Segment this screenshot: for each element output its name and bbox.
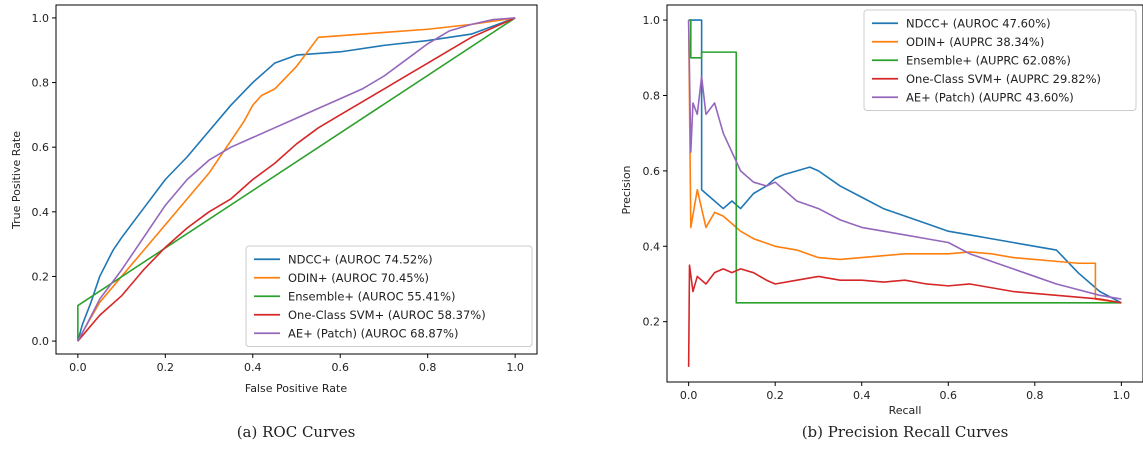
roc-y-tick-label: 0.8	[32, 77, 50, 90]
roc-chart: 0.0 0.2 0.4 0.6 0.8 1.0 0.0 0.2 0.4 0.6 0.8 1.0 Fa…	[10, 4, 538, 441]
roc-y-tick-label: 0.6	[32, 141, 50, 154]
roc-legend-entry: AE+ (Patch) (AUROC 68.87%)	[288, 326, 458, 340]
pr-x-tick-label: 0.2	[766, 389, 784, 402]
pr-chart: 0.0 0.2 0.4 0.6 0.8 1.0 0.2 0.4 0.6 0.8 1.0 Recal…	[620, 4, 1143, 441]
roc-x-tick-label: 0.0	[69, 361, 87, 374]
roc-caption: (a) ROC Curves	[237, 423, 356, 441]
roc-y-tick-label: 0.0	[32, 335, 50, 348]
pr-x-tick-label: 0.4	[853, 389, 871, 402]
pr-legend-entry: ODIN+ (AUPRC 38.34%)	[906, 35, 1044, 49]
roc-x-tick-label: 0.4	[244, 361, 262, 374]
roc-legend-entry: Ensemble+ (AUROC 55.41%)	[288, 289, 456, 303]
roc-y-tick-label: 0.2	[32, 270, 50, 283]
roc-series-line-3	[77, 17, 516, 342]
pr-y-tick-label: 0.6	[643, 165, 661, 178]
pr-series-line-0	[688, 19, 1122, 304]
pr-caption: (b) Precision Recall Curves	[802, 423, 1009, 441]
roc-plot-frame	[55, 4, 538, 355]
pr-y-tick-label: 0.4	[643, 240, 661, 253]
roc-y-tick-label: 1.0	[32, 12, 50, 25]
pr-legend-entry: Ensemble+ (AUPRC 62.08%)	[906, 53, 1071, 67]
pr-legend-box	[863, 9, 1137, 111]
roc-x-tick-label: 0.2	[157, 361, 175, 374]
roc-y-axis-label: True Positive Rate	[10, 131, 23, 230]
roc-x-tick-label: 1.0	[506, 361, 524, 374]
pr-series-line-3	[687, 264, 1122, 367]
pr-legend-entry: One-Class SVM+ (AUPRC 29.82%)	[906, 72, 1101, 86]
pr-x-tick-label: 0.8	[1026, 389, 1044, 402]
roc-x-axis-label: False Positive Rate	[245, 382, 347, 395]
roc-series-line-2	[77, 17, 516, 342]
roc-legend-entry: NDCC+ (AUROC 74.52%)	[288, 252, 433, 266]
pr-x-tick-label: 0.6	[940, 389, 958, 402]
roc-legend-entry: ODIN+ (AUROC 70.45%)	[288, 271, 429, 285]
roc-x-tick-label: 0.8	[419, 361, 437, 374]
roc-y-tick-label: 0.4	[32, 206, 50, 219]
roc-series-line-1	[77, 17, 516, 342]
pr-y-tick-label: 1.0	[643, 14, 661, 27]
pr-x-tick-label: 1.0	[1113, 389, 1131, 402]
roc-legend-entry: One-Class SVM+ (AUROC 58.37%)	[288, 308, 486, 322]
pr-series-line-1	[687, 20, 1122, 304]
pr-legend-entry: NDCC+ (AUROC 47.60%)	[906, 16, 1051, 30]
pr-x-tick-label: 0.0	[680, 389, 698, 402]
roc-series-line-4	[77, 17, 516, 342]
pr-series-line-2	[688, 19, 1122, 304]
pr-series-line-4	[687, 20, 1122, 300]
pr-y-tick-label: 0.2	[643, 316, 661, 329]
pr-y-tick-label: 0.8	[643, 89, 661, 102]
pr-legend-entry: AE+ (Patch) (AUPRC 43.60%)	[906, 90, 1074, 104]
pr-x-axis-label: Recall	[889, 404, 922, 417]
pr-plot-frame	[666, 4, 1143, 383]
roc-legend-box	[245, 245, 533, 347]
roc-x-tick-label: 0.6	[331, 361, 349, 374]
roc-series-line-0	[77, 17, 516, 342]
pr-y-axis-label: Precision	[620, 165, 633, 214]
